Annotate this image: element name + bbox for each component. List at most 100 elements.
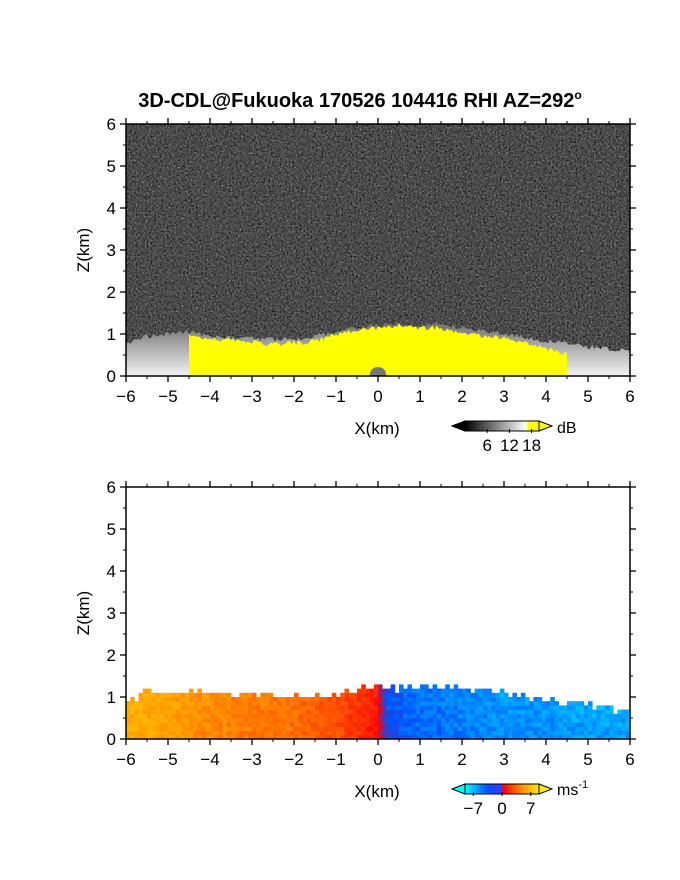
velocity-cell [269,714,274,719]
velocity-cell [344,689,349,694]
velocity-cell [328,701,333,706]
velocity-cell [210,722,215,727]
x-tick-label: 3 [499,750,508,769]
velocity-cell [214,693,219,698]
velocity-cell [512,693,517,698]
velocity-cell [189,722,194,727]
velocity-cell [155,718,160,723]
velocity-cell [403,705,408,710]
velocity-cell [365,697,370,702]
velocity-cell [475,710,480,715]
velocity-cell [395,693,400,698]
velocity-cell [622,731,627,736]
velocity-cell [235,710,240,715]
velocity-cell [479,693,484,698]
velocity-cell [399,710,404,715]
velocity-cell [374,714,379,719]
velocity-cell [353,722,358,727]
velocity-cell [386,701,391,706]
velocity-cell [466,722,471,727]
velocity-cell [273,705,278,710]
velocity-cell [462,726,467,731]
velocity-cell [294,718,299,723]
velocity-cell [420,718,425,723]
velocity-cell [260,701,265,706]
velocity-cell [395,726,400,731]
velocity-cell [613,718,618,723]
velocity-cell [441,726,446,731]
velocity-cell [260,705,265,710]
velocity-cell [533,701,538,706]
velocity-cell [391,689,396,694]
velocity-cell [424,731,429,736]
velocity-cell [563,705,568,710]
velocity-cell [588,722,593,727]
velocity-cell [433,684,438,689]
velocity-cell [323,718,328,723]
velocity-cell [160,726,165,731]
velocity-cell [399,726,404,731]
velocity-cell [521,701,526,706]
velocity-cell [563,710,568,715]
velocity-cell [487,689,492,694]
velocity-cell [227,722,232,727]
velocity-cell [214,710,219,715]
velocity-cell [525,705,530,710]
velocity-cell [361,684,366,689]
velocity-cell [147,710,152,715]
velocity-cell [189,693,194,698]
velocity-cell [130,726,135,731]
velocity-cell [416,705,421,710]
velocity-cell [550,705,555,710]
velocity-cell [286,710,291,715]
velocity-cell [134,714,139,719]
velocity-cell [487,718,492,723]
velocity-cell [428,722,433,727]
x-tick-label: −2 [284,750,303,769]
velocity-cell [395,697,400,702]
velocity-cell [584,722,589,727]
velocity-cell [407,722,412,727]
velocity-cell [529,710,534,715]
velocity-cell [307,714,312,719]
x-tick-label: 5 [583,750,592,769]
velocity-cell [139,726,144,731]
velocity-cell [592,710,597,715]
velocity-cell [214,731,219,736]
velocity-cell [454,722,459,727]
velocity-cell [273,722,278,727]
velocity-cell [588,710,593,715]
velocity-cell [437,722,442,727]
velocity-cell [433,697,438,702]
velocity-cell [286,722,291,727]
panel-velocity: −6 −5 −4 −3 −2 −1 0 1 2 3 4 5 60123456 X(km) Z(km) −… [74,478,636,818]
x-tick-label: 2 [457,387,466,406]
velocity-cell [139,705,144,710]
velocity-cell [512,697,517,702]
velocity-cell [252,714,257,719]
velocity-cell [235,697,240,702]
velocity-cell [197,693,202,698]
velocity-cell [567,710,572,715]
velocity-cell [538,714,543,719]
velocity-cell [286,705,291,710]
velocity-cell [412,731,417,736]
velocity-cell [504,710,509,715]
velocity-cell [491,705,496,710]
velocity-cell [168,697,173,702]
velocity-cell [344,731,349,736]
velocity-cell [554,731,559,736]
velocity-cell [386,710,391,715]
velocity-cell [302,701,307,706]
velocity-cell [403,693,408,698]
velocity-cell [470,731,475,736]
velocity-cell [454,726,459,731]
velocity-cell [370,718,375,723]
x-tick-label: −6 [116,750,135,769]
velocity-cell [260,722,265,727]
velocity-cell [462,697,467,702]
velocity-cell [487,710,492,715]
y-tick-label: 0 [107,367,116,386]
velocity-cell [134,726,139,731]
velocity-cell [554,705,559,710]
